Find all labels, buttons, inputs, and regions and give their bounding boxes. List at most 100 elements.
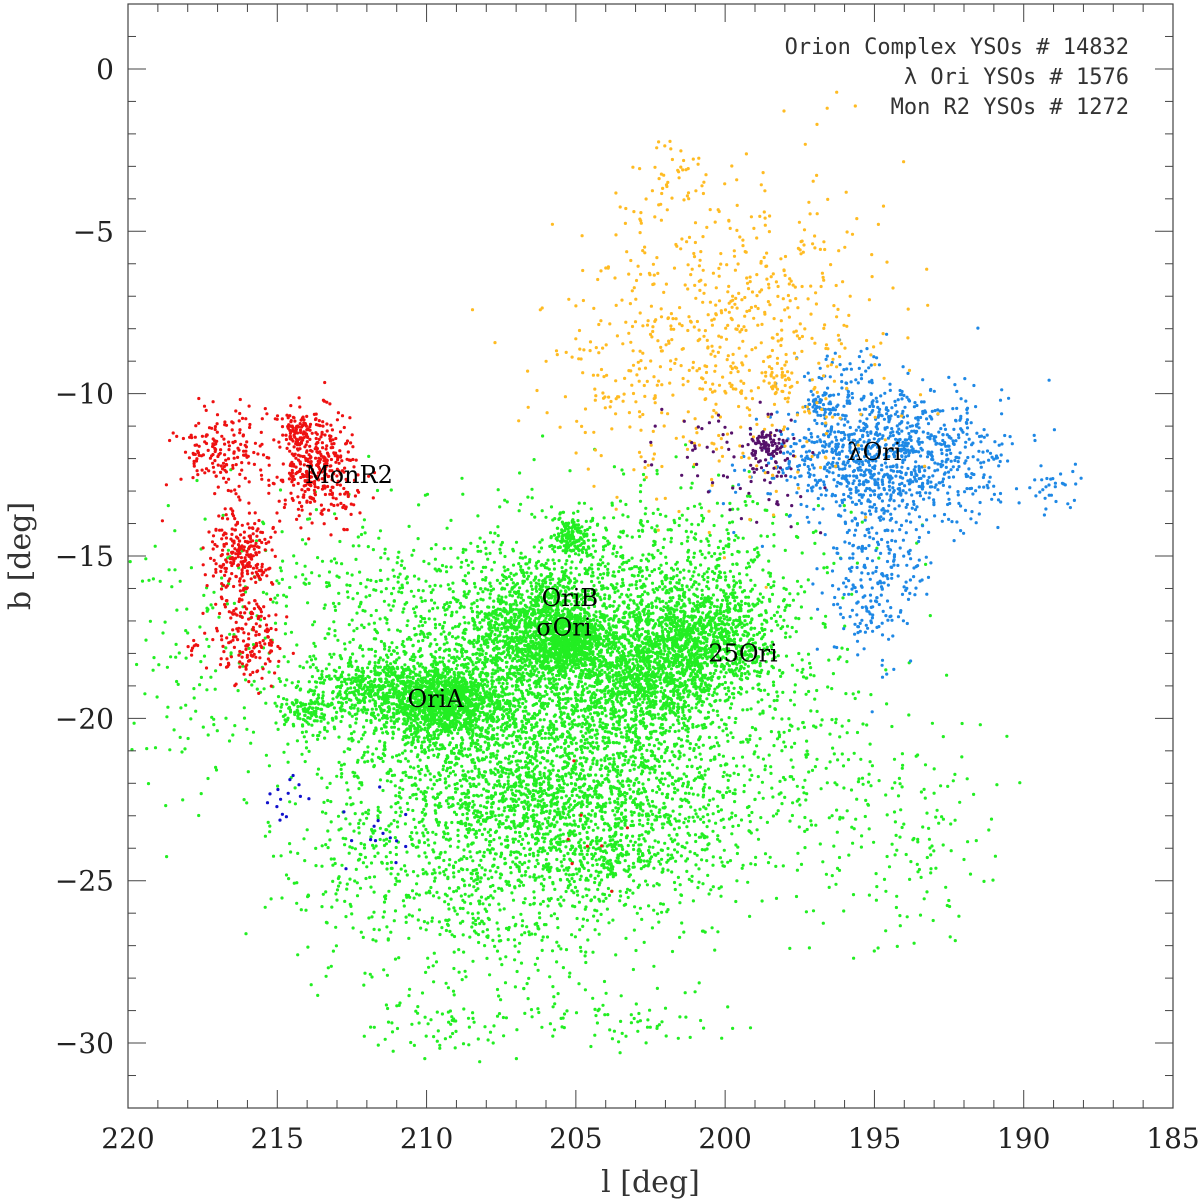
data-point [391, 732, 395, 736]
data-point [722, 590, 726, 594]
data-point [451, 736, 455, 741]
data-point [592, 657, 596, 661]
data-point [766, 672, 770, 676]
data-point [613, 590, 617, 595]
data-point [627, 702, 631, 706]
data-point [717, 616, 721, 621]
data-point [506, 628, 510, 632]
data-point [536, 604, 541, 608]
data-point [482, 618, 486, 622]
data-point [648, 573, 652, 578]
data-point [509, 619, 513, 623]
data-point [775, 610, 779, 614]
data-point [782, 598, 786, 602]
data-point [725, 598, 729, 603]
data-point [503, 569, 507, 573]
data-point [628, 598, 632, 602]
data-point [515, 632, 519, 636]
data-point [728, 601, 732, 605]
data-point [401, 737, 405, 742]
data-point [670, 656, 674, 660]
data-point [365, 718, 369, 723]
data-point [530, 587, 535, 592]
data-point [682, 713, 686, 718]
data-point [696, 627, 700, 631]
data-point [717, 682, 722, 687]
data-point [677, 594, 681, 598]
data-point [524, 614, 528, 618]
data-point [475, 656, 479, 661]
data-point [524, 636, 528, 640]
data-point [548, 642, 552, 646]
data-point [749, 626, 754, 630]
data-point [698, 671, 703, 675]
data-point [429, 722, 433, 726]
data-point [529, 581, 533, 585]
data-point [713, 687, 717, 691]
data-point [456, 731, 460, 736]
data-point [558, 696, 562, 700]
data-point [757, 682, 761, 686]
data-point [666, 637, 670, 641]
data-point [495, 732, 499, 737]
data-point [523, 609, 528, 613]
data-point [651, 665, 655, 669]
data-point [416, 661, 420, 665]
data-point [524, 654, 529, 658]
data-point [629, 669, 633, 674]
data-point [619, 642, 624, 646]
data-point [619, 584, 624, 588]
data-point [627, 689, 631, 693]
data-point [667, 647, 671, 651]
data-point [623, 647, 627, 651]
data-point [442, 642, 446, 646]
data-point [761, 595, 765, 600]
data-point [565, 641, 569, 645]
data-point [712, 690, 716, 695]
data-point [720, 682, 725, 687]
data-point [729, 670, 733, 674]
data-point [530, 512, 534, 516]
data-point [599, 558, 603, 562]
data-point [460, 677, 464, 681]
data-point [534, 647, 538, 651]
data-point [473, 620, 477, 625]
data-point [485, 720, 489, 724]
data-point [634, 712, 638, 716]
data-point [686, 633, 690, 637]
data-point [687, 588, 691, 592]
data-point [704, 596, 708, 600]
data-point [424, 681, 428, 685]
data-point [614, 677, 619, 681]
data-point [720, 628, 724, 632]
data-point [532, 630, 536, 634]
data-point [690, 637, 694, 641]
data-point [478, 621, 482, 625]
data-point [555, 673, 559, 678]
data-point [630, 641, 634, 645]
data-point [635, 690, 639, 694]
data-point [549, 659, 553, 663]
data-point [486, 680, 490, 684]
data-point [403, 663, 407, 667]
data-point [573, 577, 577, 581]
data-point [608, 661, 612, 665]
data-point [511, 692, 515, 696]
data-point [616, 700, 620, 704]
data-point [788, 603, 792, 608]
data-point [692, 685, 696, 689]
data-point [421, 717, 425, 721]
data-point [438, 720, 442, 725]
data-point [480, 706, 484, 711]
data-point [683, 705, 688, 709]
data-point [481, 598, 485, 602]
data-point [480, 570, 484, 574]
data-point [717, 622, 721, 627]
data-point [639, 632, 644, 637]
data-point [740, 625, 744, 629]
data-point [778, 668, 782, 673]
data-point [707, 692, 711, 697]
data-point [491, 605, 496, 609]
data-point [745, 550, 749, 554]
data-point [683, 680, 687, 684]
